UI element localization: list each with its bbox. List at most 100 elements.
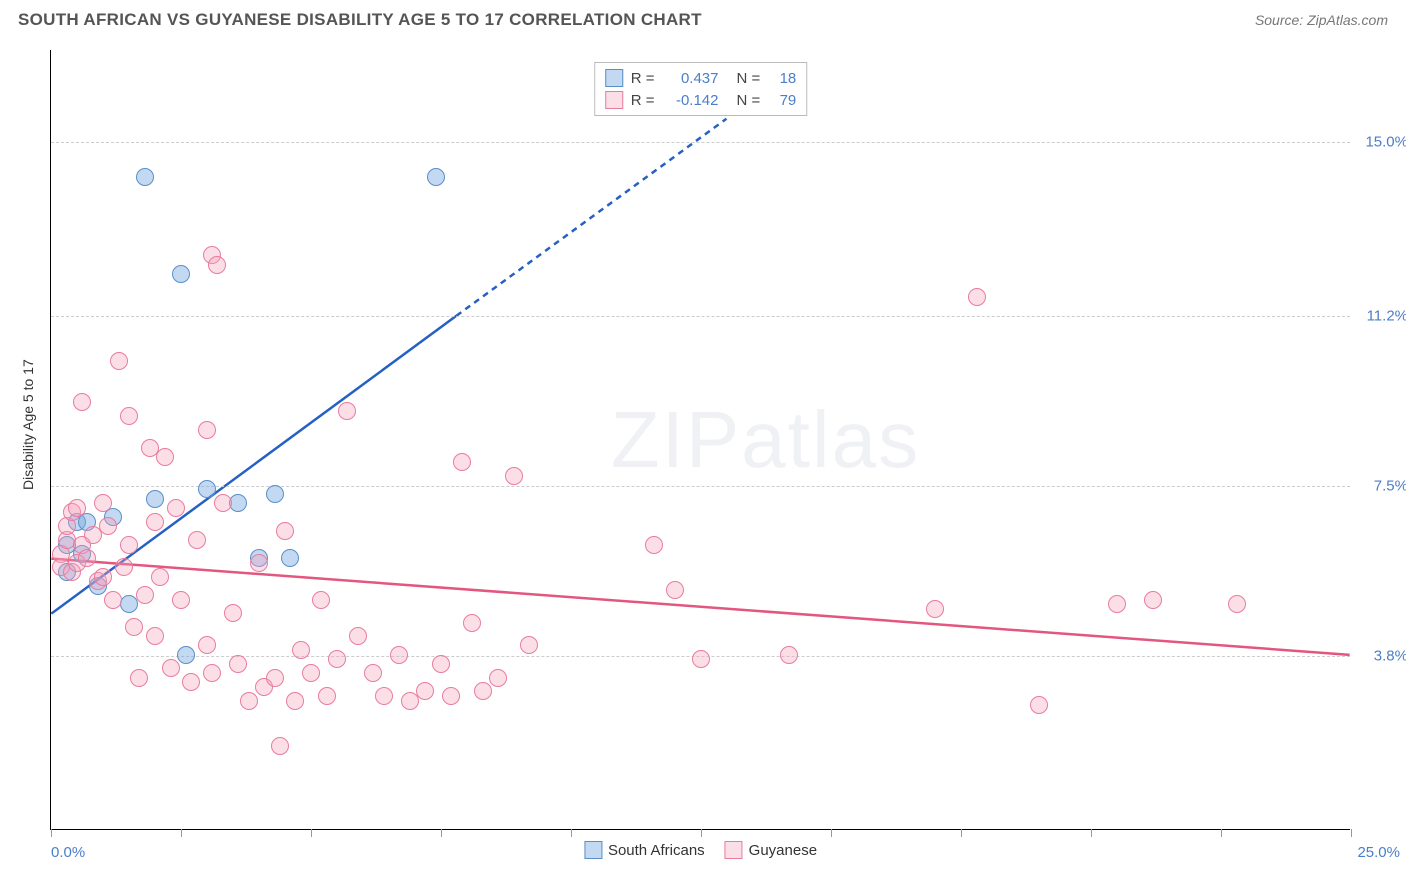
- scatter-point-guyanese: [94, 568, 112, 586]
- scatter-point-south_africans: [229, 494, 247, 512]
- x-tick: [1351, 829, 1352, 837]
- scatter-point-guyanese: [432, 655, 450, 673]
- scatter-point-guyanese: [229, 655, 247, 673]
- scatter-point-guyanese: [271, 737, 289, 755]
- scatter-point-guyanese: [151, 568, 169, 586]
- legend-swatch: [605, 91, 623, 109]
- gridline-h: [51, 142, 1350, 143]
- scatter-point-guyanese: [645, 536, 663, 554]
- trendline: [456, 119, 726, 316]
- scatter-point-guyanese: [489, 669, 507, 687]
- scatter-point-south_africans: [281, 549, 299, 567]
- r-label: R =: [631, 70, 655, 87]
- scatter-point-guyanese: [302, 664, 320, 682]
- scatter-point-guyanese: [442, 687, 460, 705]
- scatter-point-guyanese: [692, 650, 710, 668]
- scatter-point-guyanese: [520, 636, 538, 654]
- scatter-point-guyanese: [156, 448, 174, 466]
- scatter-point-guyanese: [115, 558, 133, 576]
- x-tick: [1221, 829, 1222, 837]
- scatter-point-guyanese: [203, 664, 221, 682]
- y-axis-label: Disability Age 5 to 17: [20, 359, 36, 490]
- chart-title: SOUTH AFRICAN VS GUYANESE DISABILITY AGE…: [18, 10, 702, 30]
- scatter-point-guyanese: [110, 352, 128, 370]
- x-tick: [571, 829, 572, 837]
- plot-area: ZIPatlas R = 0.437 N = 18R = -0.142 N = …: [50, 50, 1350, 830]
- x-tick: [961, 829, 962, 837]
- scatter-point-guyanese: [120, 536, 138, 554]
- n-value: 18: [768, 70, 796, 87]
- legend-series-label: South Africans: [608, 842, 705, 859]
- scatter-point-guyanese: [1108, 595, 1126, 613]
- scatter-point-guyanese: [364, 664, 382, 682]
- scatter-point-guyanese: [349, 627, 367, 645]
- n-label: N =: [737, 92, 761, 109]
- scatter-point-guyanese: [926, 600, 944, 618]
- scatter-point-guyanese: [390, 646, 408, 664]
- chart-container: Disability Age 5 to 17 ZIPatlas R = 0.43…: [0, 40, 1406, 860]
- scatter-point-guyanese: [505, 467, 523, 485]
- scatter-point-guyanese: [250, 554, 268, 572]
- gridline-h: [51, 486, 1350, 487]
- scatter-point-guyanese: [453, 453, 471, 471]
- gridline-h: [51, 316, 1350, 317]
- x-max-label: 25.0%: [1357, 844, 1400, 861]
- legend-swatch: [605, 69, 623, 87]
- scatter-point-guyanese: [780, 646, 798, 664]
- legend-swatch: [584, 841, 602, 859]
- x-tick: [51, 829, 52, 837]
- y-tick-label: 15.0%: [1365, 133, 1406, 150]
- scatter-point-guyanese: [130, 669, 148, 687]
- watermark: ZIPatlas: [611, 394, 920, 486]
- scatter-point-guyanese: [286, 692, 304, 710]
- scatter-point-guyanese: [136, 586, 154, 604]
- scatter-point-guyanese: [104, 591, 122, 609]
- scatter-point-guyanese: [99, 517, 117, 535]
- scatter-point-guyanese: [214, 494, 232, 512]
- source-attribution: Source: ZipAtlas.com: [1255, 12, 1388, 28]
- scatter-point-south_africans: [427, 168, 445, 186]
- scatter-point-guyanese: [1030, 696, 1048, 714]
- scatter-point-south_africans: [177, 646, 195, 664]
- legend-series-label: Guyanese: [749, 842, 817, 859]
- scatter-point-guyanese: [198, 636, 216, 654]
- scatter-point-guyanese: [198, 421, 216, 439]
- scatter-point-guyanese: [266, 669, 284, 687]
- legend-series: South Africans Guyanese: [584, 841, 817, 859]
- x-min-label: 0.0%: [51, 844, 85, 861]
- scatter-point-guyanese: [318, 687, 336, 705]
- scatter-point-guyanese: [666, 581, 684, 599]
- x-tick: [181, 829, 182, 837]
- scatter-point-guyanese: [73, 393, 91, 411]
- scatter-point-guyanese: [68, 499, 86, 517]
- scatter-point-guyanese: [312, 591, 330, 609]
- scatter-point-guyanese: [94, 494, 112, 512]
- scatter-point-guyanese: [338, 402, 356, 420]
- legend-stats: R = 0.437 N = 18R = -0.142 N = 79: [594, 62, 808, 116]
- legend-swatch: [725, 841, 743, 859]
- n-value: 79: [768, 92, 796, 109]
- scatter-point-south_africans: [146, 490, 164, 508]
- legend-stats-row: R = -0.142 N = 79: [605, 89, 797, 111]
- scatter-point-guyanese: [375, 687, 393, 705]
- scatter-point-guyanese: [328, 650, 346, 668]
- scatter-point-guyanese: [276, 522, 294, 540]
- scatter-point-guyanese: [1144, 591, 1162, 609]
- scatter-point-guyanese: [292, 641, 310, 659]
- y-tick-label: 11.2%: [1367, 308, 1406, 325]
- scatter-point-guyanese: [146, 627, 164, 645]
- scatter-point-south_africans: [136, 168, 154, 186]
- legend-series-item: South Africans: [584, 841, 705, 859]
- x-tick: [311, 829, 312, 837]
- legend-series-item: Guyanese: [725, 841, 817, 859]
- scatter-point-guyanese: [78, 549, 96, 567]
- x-tick: [1091, 829, 1092, 837]
- scatter-point-south_africans: [266, 485, 284, 503]
- scatter-point-south_africans: [198, 480, 216, 498]
- x-tick: [441, 829, 442, 837]
- scatter-point-guyanese: [188, 531, 206, 549]
- y-tick-label: 7.5%: [1374, 477, 1406, 494]
- scatter-point-guyanese: [463, 614, 481, 632]
- scatter-point-guyanese: [208, 256, 226, 274]
- scatter-point-guyanese: [167, 499, 185, 517]
